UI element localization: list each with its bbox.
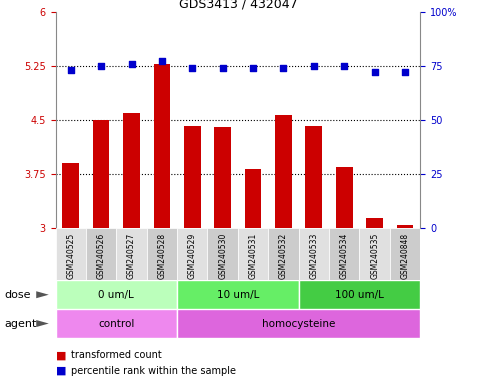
- Bar: [397, 225, 413, 228]
- Text: 0 um/L: 0 um/L: [99, 290, 134, 300]
- Point: [341, 63, 348, 69]
- Bar: [214, 127, 231, 228]
- Point: [188, 65, 196, 71]
- Bar: [184, 126, 200, 228]
- Bar: [390, 228, 420, 280]
- Text: 10 um/L: 10 um/L: [217, 290, 259, 300]
- Point: [128, 61, 135, 67]
- Text: transformed count: transformed count: [71, 350, 162, 360]
- Point: [97, 63, 105, 69]
- Bar: [298, 280, 420, 309]
- Bar: [336, 167, 353, 228]
- Bar: [154, 64, 170, 228]
- Text: control: control: [98, 318, 134, 329]
- Text: GSM240530: GSM240530: [218, 233, 227, 279]
- Bar: [305, 126, 322, 228]
- Bar: [359, 228, 390, 280]
- Bar: [177, 309, 420, 338]
- Bar: [116, 228, 147, 280]
- Point: [401, 69, 409, 75]
- Text: GSM240529: GSM240529: [188, 233, 197, 279]
- Bar: [177, 280, 298, 309]
- Point: [158, 58, 166, 65]
- Bar: [123, 113, 140, 228]
- Bar: [93, 120, 110, 228]
- Text: ■: ■: [56, 350, 66, 360]
- Bar: [86, 228, 116, 280]
- Text: GSM240528: GSM240528: [157, 233, 167, 279]
- Bar: [366, 218, 383, 228]
- Point: [249, 65, 257, 71]
- Bar: [56, 309, 177, 338]
- Text: dose: dose: [5, 290, 31, 300]
- Point: [219, 65, 227, 71]
- Text: GSM240532: GSM240532: [279, 233, 288, 279]
- Bar: [56, 280, 177, 309]
- Text: GSM240527: GSM240527: [127, 233, 136, 279]
- Bar: [62, 164, 79, 228]
- Bar: [208, 228, 238, 280]
- Text: GSM240526: GSM240526: [97, 233, 106, 279]
- Bar: [56, 228, 86, 280]
- Text: GSM240531: GSM240531: [249, 233, 257, 279]
- Text: homocysteine: homocysteine: [262, 318, 335, 329]
- Point: [67, 67, 74, 73]
- Polygon shape: [36, 320, 49, 327]
- Bar: [245, 169, 261, 228]
- Polygon shape: [36, 291, 49, 298]
- Title: GDS3413 / 432047: GDS3413 / 432047: [179, 0, 297, 10]
- Text: GSM240525: GSM240525: [66, 233, 75, 279]
- Text: agent: agent: [5, 318, 37, 329]
- Point: [310, 63, 318, 69]
- Bar: [238, 228, 268, 280]
- Text: GSM240533: GSM240533: [309, 233, 318, 279]
- Text: GSM240535: GSM240535: [370, 233, 379, 279]
- Text: ■: ■: [56, 366, 66, 376]
- Bar: [275, 115, 292, 228]
- Bar: [268, 228, 298, 280]
- Text: GSM240534: GSM240534: [340, 233, 349, 279]
- Bar: [298, 228, 329, 280]
- Bar: [177, 228, 208, 280]
- Text: percentile rank within the sample: percentile rank within the sample: [71, 366, 237, 376]
- Bar: [329, 228, 359, 280]
- Bar: [147, 228, 177, 280]
- Text: 100 um/L: 100 um/L: [335, 290, 384, 300]
- Text: GSM240848: GSM240848: [400, 233, 410, 279]
- Point: [371, 69, 379, 75]
- Point: [280, 65, 287, 71]
